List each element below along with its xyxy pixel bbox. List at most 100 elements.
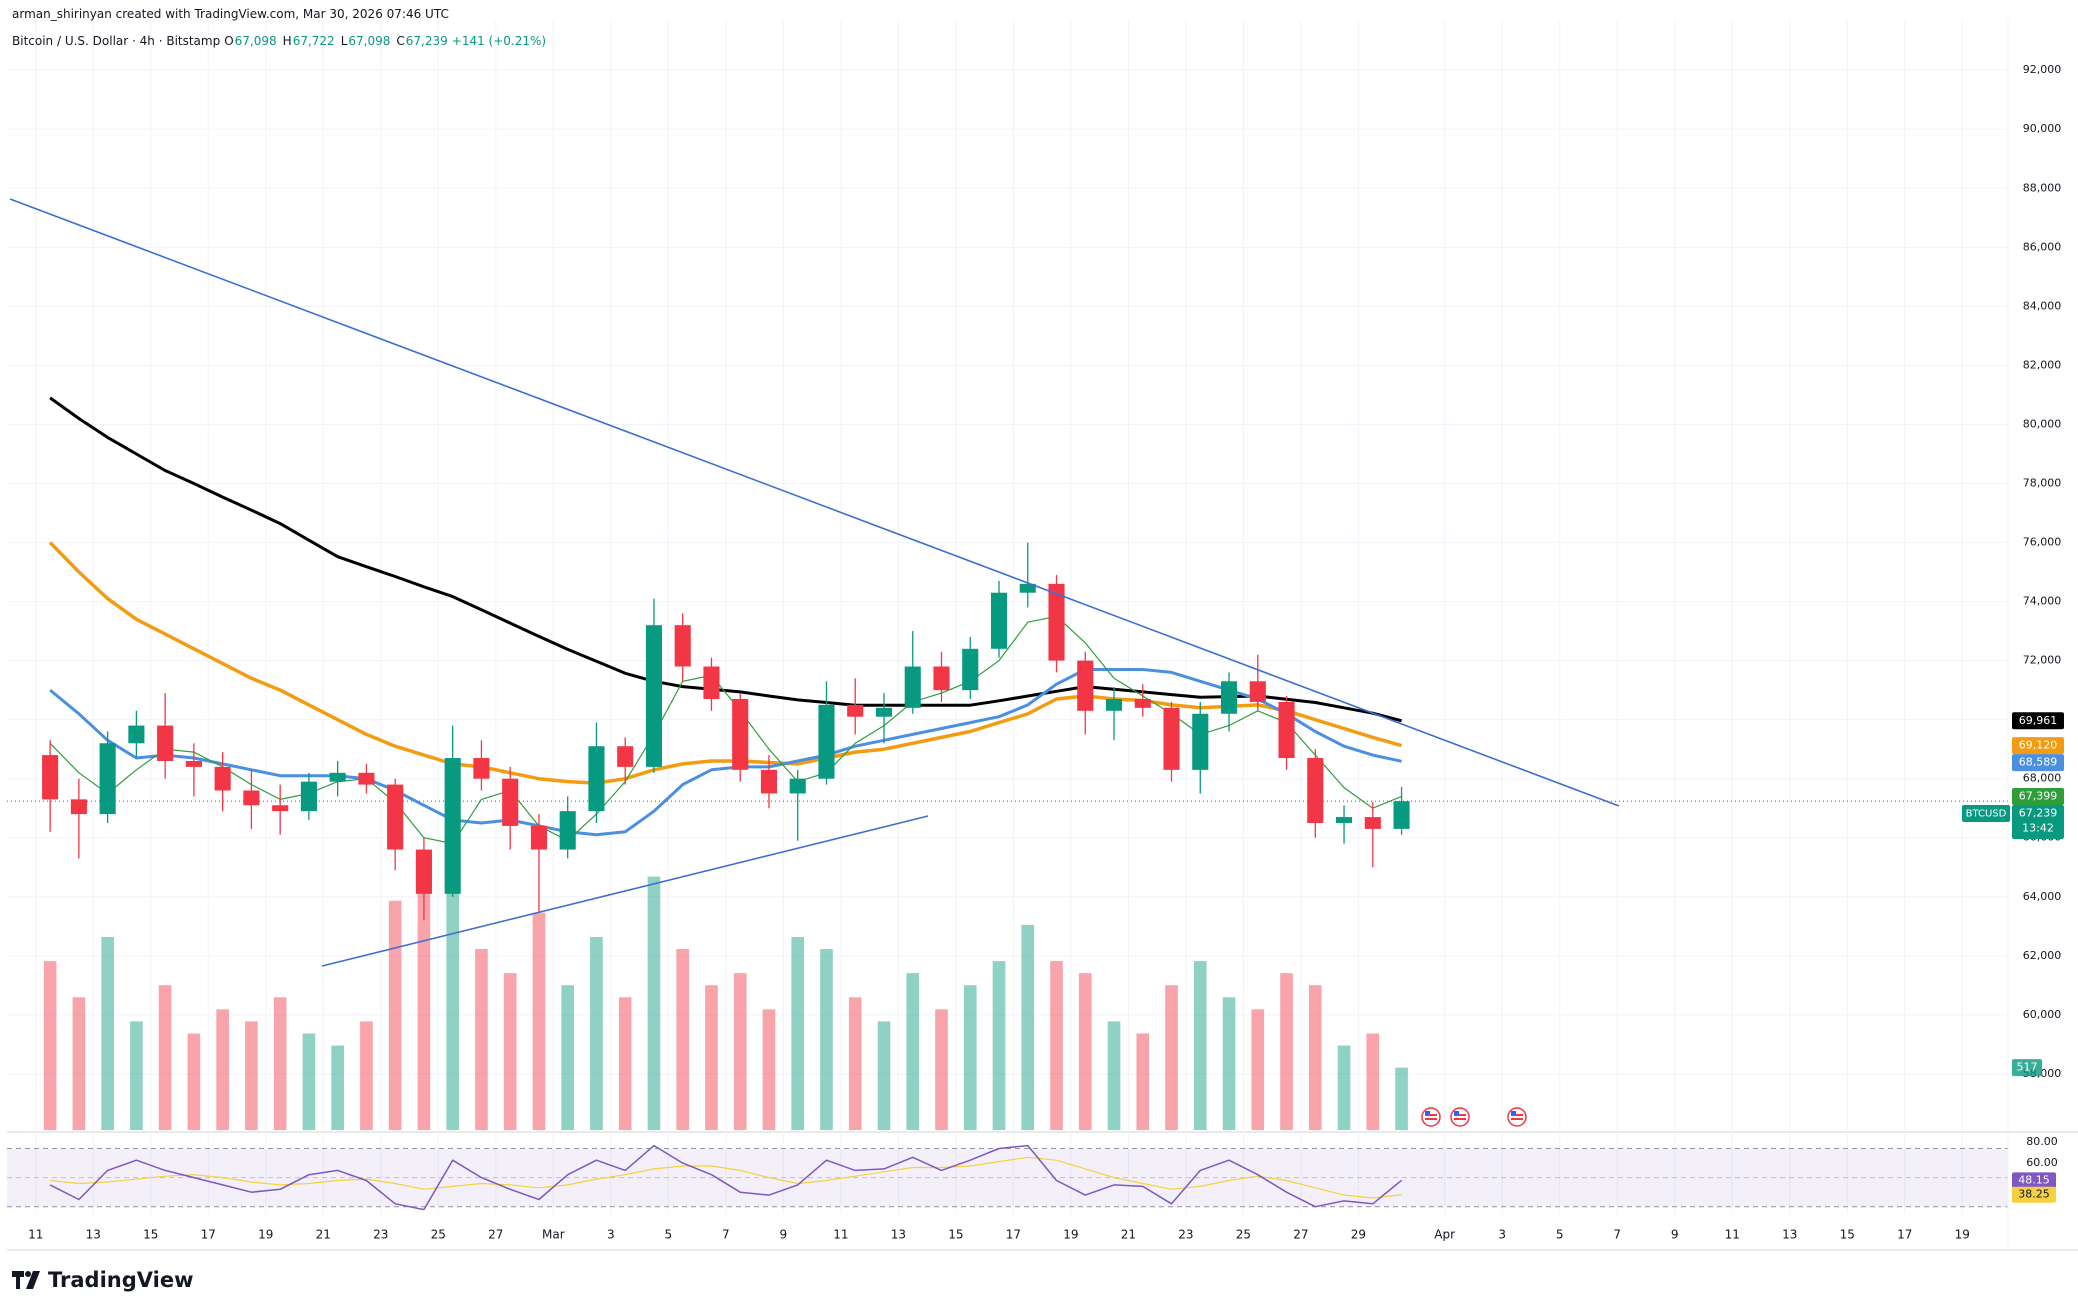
rsi-badge — [2012, 1172, 2056, 1189]
rsi-layer — [7, 1144, 2008, 1211]
candle-body — [387, 784, 404, 850]
candle-body — [1077, 660, 1094, 711]
trendline-ascending — [321, 815, 929, 967]
x-tick-label: 25 — [1236, 1228, 1251, 1242]
brand-name: TradingView — [48, 1268, 194, 1292]
y-tick-label: 78,000 — [2023, 476, 2062, 489]
volume-bar — [791, 936, 805, 1130]
rsi-badge-text: 48.15 — [2018, 1173, 2050, 1186]
volume-bar — [417, 864, 431, 1130]
volume-bar — [532, 912, 546, 1130]
ma-badge — [2012, 787, 2064, 805]
x-tick-label: 19 — [1955, 1228, 1970, 1242]
candle-body — [760, 769, 778, 794]
credit: arman_shirinyan created with TradingView… — [12, 7, 449, 21]
volume-bar — [1021, 924, 1035, 1130]
ma-badge-text: 69,120 — [2019, 739, 2058, 752]
event-flag — [1507, 1107, 1527, 1127]
rsi-tick-label: 80.00 — [2026, 1135, 2058, 1148]
volume-bar — [1395, 1067, 1408, 1130]
x-tick-label: 21 — [1121, 1228, 1136, 1242]
volume-bar — [388, 900, 402, 1130]
volume-bar — [1337, 1045, 1351, 1130]
volume-bar — [590, 936, 603, 1130]
candle-body — [502, 778, 519, 826]
candle-body — [300, 781, 317, 812]
x-tick-label: 9 — [780, 1228, 788, 1242]
rsi-badge-text: 38.25 — [2018, 1188, 2050, 1201]
volume-bar — [331, 1045, 344, 1130]
ma-badge — [2012, 754, 2064, 772]
ohlc-key: L — [340, 34, 348, 48]
event-flag — [1421, 1107, 1441, 1127]
y-tick-label: 60,000 — [2023, 1008, 2062, 1021]
volume-bar — [1136, 1033, 1150, 1130]
x-tick-label: 9 — [1671, 1228, 1679, 1242]
candle-body — [1393, 801, 1410, 829]
volume-bar — [1222, 997, 1236, 1130]
candle-body — [415, 849, 432, 894]
change: +141 (+0.21%) — [451, 34, 547, 48]
volume-badge-text: 517 — [2017, 1061, 2038, 1074]
candle-body — [962, 648, 979, 691]
ohlc-key: H — [282, 34, 292, 48]
x-tick-label: 15 — [143, 1228, 158, 1242]
volume-bar — [676, 949, 690, 1130]
candle-body — [473, 758, 490, 779]
x-tick-label: 3 — [1498, 1228, 1506, 1242]
volume-bar — [1366, 1033, 1380, 1130]
y-tick-label: 86,000 — [2023, 240, 2062, 253]
x-tick-label: Mar — [542, 1228, 565, 1242]
x-tick-label: Apr — [1434, 1228, 1455, 1242]
price-badge — [2012, 804, 2064, 839]
x-tick-label: 19 — [258, 1228, 273, 1242]
x-tick-label: 27 — [488, 1228, 503, 1242]
x-tick-label: 7 — [1613, 1228, 1621, 1242]
candle-body — [42, 755, 59, 800]
candle-body — [559, 811, 576, 850]
volume-bar — [216, 1009, 229, 1130]
volume-bar — [446, 852, 460, 1130]
candle-body — [645, 625, 663, 767]
ohlc-value: 67,098 — [348, 34, 391, 48]
y-tick-label: 74,000 — [2023, 595, 2062, 608]
volume-bar — [877, 1021, 891, 1130]
y-tick-label: 82,000 — [2023, 358, 2062, 371]
trendlines — [9, 198, 1620, 967]
candle-body — [1335, 817, 1353, 823]
volume-bar — [647, 876, 661, 1130]
x-tick-label: 13 — [1782, 1228, 1797, 1242]
candle-body — [674, 625, 691, 667]
y-tick-label: 62,000 — [2023, 949, 2062, 962]
candle-body — [933, 666, 950, 691]
x-tick-label: 13 — [891, 1228, 906, 1242]
x-tick-label: 29 — [1351, 1228, 1366, 1242]
volume-bar — [963, 985, 977, 1130]
volume-bar — [475, 949, 488, 1130]
volume-bar — [158, 985, 172, 1130]
x-tick-label: 15 — [1840, 1228, 1855, 1242]
ohlc-legend: O 67,098 H 67,722 L 67,098 C 67,239 — [224, 34, 448, 48]
x-tick-label: 17 — [201, 1228, 216, 1242]
x-tick-label: 19 — [1063, 1228, 1078, 1242]
candle-body — [157, 725, 174, 761]
volume-bar — [906, 973, 920, 1130]
y-tick-label: 68,000 — [2023, 772, 2062, 785]
x-tick-label: 15 — [948, 1228, 963, 1242]
y-tick-label: 88,000 — [2023, 181, 2062, 194]
volume-bar — [1107, 1021, 1121, 1130]
ma-badge — [2012, 737, 2064, 755]
volume-bar — [360, 1021, 373, 1130]
ma-badge — [2012, 712, 2064, 730]
candle-body — [1278, 701, 1295, 759]
candle-body — [243, 790, 260, 806]
x-tick-label: 11 — [28, 1228, 43, 1242]
volume-bar — [1050, 961, 1063, 1130]
ma-layer — [48, 396, 1403, 845]
volume-bar — [705, 985, 718, 1130]
candle-body — [1019, 583, 1036, 593]
y-tick-label: 92,000 — [2023, 63, 2062, 76]
candle-body — [875, 707, 893, 717]
price-badges: 69,961 69,120 68,589 67,399 67,239 13:42 BTCUS… — [1962, 712, 2064, 1203]
